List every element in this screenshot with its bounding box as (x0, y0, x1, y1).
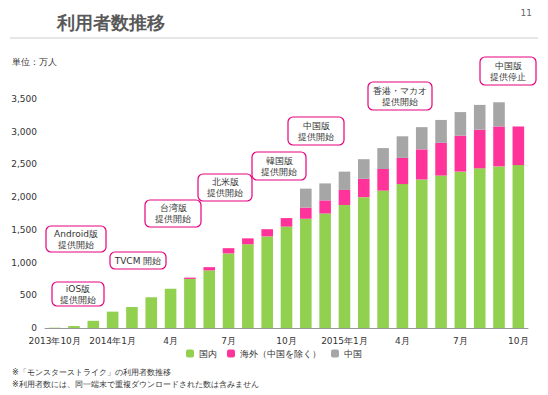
svg-text:提供開始: 提供開始 (60, 295, 96, 305)
svg-text:2014年1月: 2014年1月 (89, 336, 136, 346)
svg-text:1,500: 1,500 (11, 225, 37, 235)
svg-text:Android版: Android版 (54, 229, 98, 239)
svg-text:7月: 7月 (221, 336, 236, 346)
svg-text:2015年1月: 2015年1月 (321, 336, 368, 346)
svg-text:提供開始: 提供開始 (58, 240, 94, 250)
svg-text:2,000: 2,000 (11, 192, 37, 202)
svg-text:0: 0 (31, 323, 37, 333)
svg-text:台湾版: 台湾版 (160, 203, 187, 213)
svg-text:TVCM 開始: TVCM 開始 (114, 256, 162, 266)
svg-text:10月: 10月 (276, 336, 296, 346)
svg-text:4月: 4月 (163, 336, 178, 346)
svg-text:500: 500 (20, 290, 37, 300)
svg-text:提供開始: 提供開始 (298, 132, 334, 142)
svg-text:提供開始: 提供開始 (207, 188, 243, 198)
svg-text:4月: 4月 (395, 336, 410, 346)
svg-text:中国版: 中国版 (303, 121, 330, 131)
svg-text:2,500: 2,500 (11, 159, 37, 169)
svg-text:※利用者数には、同一端末で重複ダウンロードされた数は含みませ: ※利用者数には、同一端末で重複ダウンロードされた数は含みません (12, 380, 259, 389)
svg-text:海外（中国を除く）: 海外（中国を除く） (240, 349, 321, 359)
svg-text:3,500: 3,500 (11, 94, 37, 104)
svg-text:単位：万人: 単位：万人 (12, 57, 57, 67)
svg-text:提供開始: 提供開始 (261, 167, 297, 177)
svg-text:10月: 10月 (508, 336, 528, 346)
svg-text:1,000: 1,000 (11, 258, 37, 268)
svg-text:3,000: 3,000 (11, 127, 37, 137)
svg-text:香港・マカオ: 香港・マカオ (373, 86, 427, 96)
svg-text:中国: 中国 (344, 349, 362, 359)
svg-text:2013年10月: 2013年10月 (28, 336, 80, 346)
svg-text:11: 11 (521, 8, 532, 18)
svg-text:中国版: 中国版 (495, 61, 522, 71)
svg-text:iOS版: iOS版 (66, 284, 90, 294)
svg-text:提供開始: 提供開始 (382, 97, 418, 107)
svg-text:韓国版: 韓国版 (266, 156, 293, 166)
svg-text:利用者数推移: 利用者数推移 (56, 12, 165, 33)
svg-text:提供開始: 提供開始 (155, 214, 191, 224)
svg-text:北米版: 北米版 (212, 177, 239, 187)
svg-text:7月: 7月 (453, 336, 468, 346)
svg-text:国内: 国内 (199, 349, 217, 359)
svg-text:提供停止: 提供停止 (490, 72, 526, 82)
svg-text:※「モンスターストライク」の利用者数推移: ※「モンスターストライク」の利用者数推移 (12, 368, 171, 377)
